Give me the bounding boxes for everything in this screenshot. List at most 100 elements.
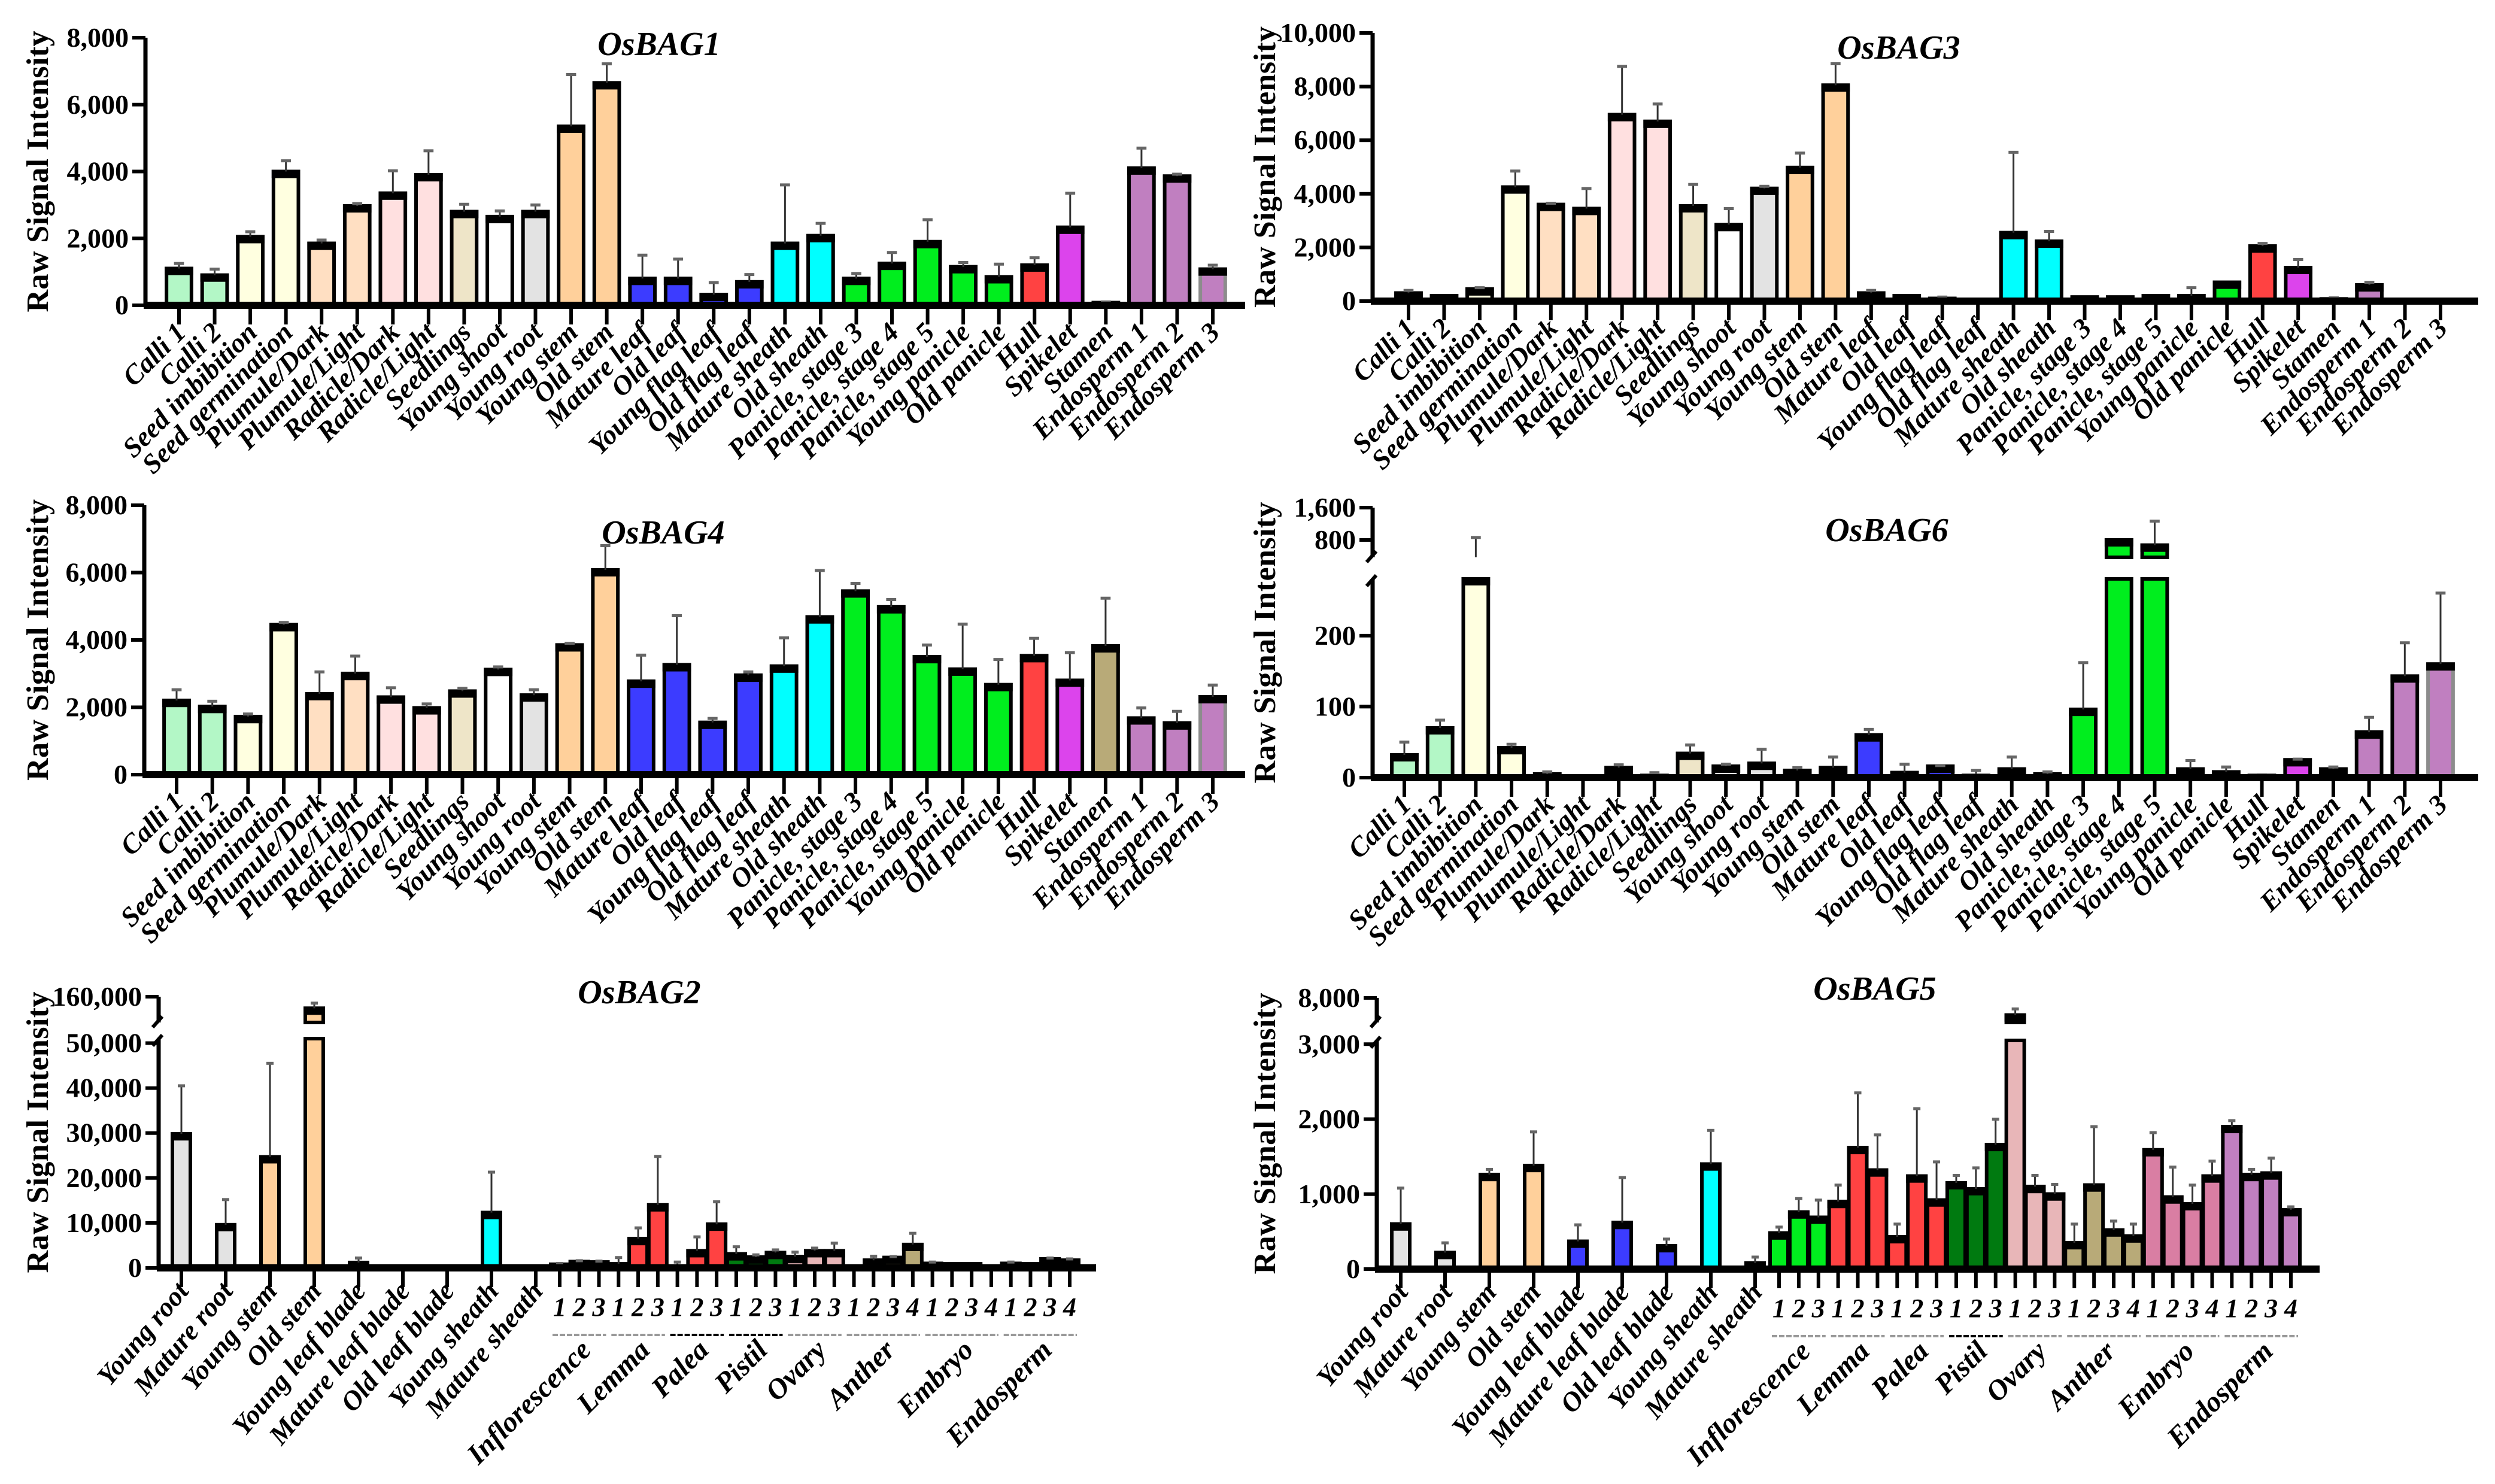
bar-rect	[1750, 186, 1779, 303]
bar-cap	[1906, 1174, 1928, 1183]
bar-cap	[1750, 186, 1779, 195]
bar-cap	[1039, 1257, 1061, 1266]
x-subcategory-label: 3	[2047, 1294, 2061, 1323]
bar	[627, 653, 655, 776]
bar-rect	[521, 210, 550, 307]
bar-rect	[1572, 207, 1601, 303]
bar-rect	[1611, 1221, 1633, 1271]
x-subcategory-label: 3	[1989, 1294, 2002, 1323]
bar-cap	[734, 280, 764, 289]
axis-break-mark	[1369, 1015, 1382, 1028]
bar	[876, 598, 906, 776]
bar-rect	[450, 210, 479, 307]
bar	[1807, 1198, 1829, 1271]
bar-cap	[1886, 1235, 1908, 1244]
bar-cap	[878, 262, 906, 271]
bar-cap	[2176, 767, 2205, 776]
bar-rect	[591, 568, 620, 776]
bar	[2426, 591, 2455, 780]
group-label: Ovary	[759, 1334, 833, 1407]
bar-cap	[764, 1251, 787, 1260]
bar	[1479, 1167, 1500, 1271]
bar	[165, 262, 193, 308]
bar-cap	[706, 1222, 728, 1231]
x-subcategory-label: 3	[768, 1292, 782, 1322]
bar	[557, 72, 585, 307]
bar-rect	[806, 233, 835, 307]
bar-rect	[520, 693, 548, 776]
bar-cap	[1523, 1164, 1544, 1173]
bar-cap	[342, 204, 372, 213]
bar	[2063, 1222, 2086, 1271]
bar	[2354, 715, 2384, 779]
chart-title: OsBAG3	[1837, 29, 1960, 66]
x-subcategory-label: 2	[1910, 1294, 1923, 1323]
bar	[305, 670, 334, 776]
y-tick-label: 3,000	[1298, 1028, 1361, 1059]
bar-rect	[171, 1132, 192, 1270]
bar	[2069, 661, 2098, 779]
bar-rect	[913, 239, 942, 307]
bar	[1198, 683, 1227, 776]
bar-cap	[2024, 1185, 2046, 1194]
bar	[1750, 184, 1779, 303]
x-subcategory-label: 3	[1811, 1294, 1825, 1323]
bar-cap	[1854, 733, 1883, 742]
bar-rect	[236, 235, 265, 307]
bar	[1162, 172, 1192, 308]
bar-lower-segment	[2104, 577, 2133, 779]
x-subcategory-label: 3	[1870, 1294, 1884, 1323]
bar-rect	[481, 1210, 502, 1270]
bar-cap	[2140, 543, 2169, 552]
bar-rect	[1127, 716, 1156, 776]
bar	[698, 717, 727, 776]
bar	[1425, 718, 1455, 779]
bar-cap	[769, 664, 799, 673]
bar	[686, 1235, 708, 1270]
bar-rect	[2280, 1208, 2302, 1271]
bar-cap	[2069, 708, 2098, 717]
y-tick-label: 4,000	[66, 624, 128, 655]
bar	[948, 623, 978, 776]
y-tick-label: 0	[1342, 762, 1356, 793]
bar	[1786, 151, 1814, 303]
x-subcategory-label: 2	[2244, 1294, 2258, 1323]
x-subcategory-label: 2	[1851, 1294, 1865, 1323]
bar-cap	[414, 173, 443, 182]
x-subcategory-label: 1	[2068, 1294, 2081, 1323]
bar	[2044, 1182, 2066, 1271]
bar-rect	[2069, 708, 2098, 779]
bar	[2162, 1166, 2184, 1271]
bar	[269, 621, 298, 776]
y-tick-label: 4,000	[1294, 178, 1356, 209]
bar-cap	[1604, 766, 1634, 775]
bar-cap	[448, 689, 477, 698]
bar-cap	[1711, 764, 1741, 773]
bar-cap	[303, 1006, 325, 1015]
bar-cap	[271, 169, 301, 178]
bar-rect	[1821, 83, 1850, 304]
x-subcategory-label: 2	[1969, 1294, 1983, 1323]
bar-cap	[805, 615, 834, 624]
bar-cap	[1390, 1222, 1412, 1231]
bar-cap	[2103, 1228, 2125, 1237]
bar	[1497, 742, 1526, 779]
bar-cap	[1127, 166, 1156, 175]
bar-cap	[450, 210, 479, 218]
x-subcategory-label: 1	[2147, 1294, 2160, 1323]
bar	[1847, 1091, 1869, 1271]
bar-cap	[1162, 174, 1192, 183]
bar-cap	[1965, 1186, 1987, 1195]
bar-rect	[1501, 185, 1530, 303]
bar-cap	[481, 1210, 502, 1219]
bar-cap	[2035, 239, 2063, 248]
bar-cap	[1768, 1231, 1790, 1240]
chart-title: OsBAG6	[1825, 512, 1948, 549]
bar-rect	[485, 214, 514, 307]
bar	[1926, 1160, 1948, 1271]
bar	[377, 686, 406, 776]
bar-cap	[1162, 721, 1192, 730]
bar	[1607, 65, 1637, 303]
bar	[1997, 755, 2026, 780]
x-subcategory-label: 4	[1063, 1292, 1076, 1322]
